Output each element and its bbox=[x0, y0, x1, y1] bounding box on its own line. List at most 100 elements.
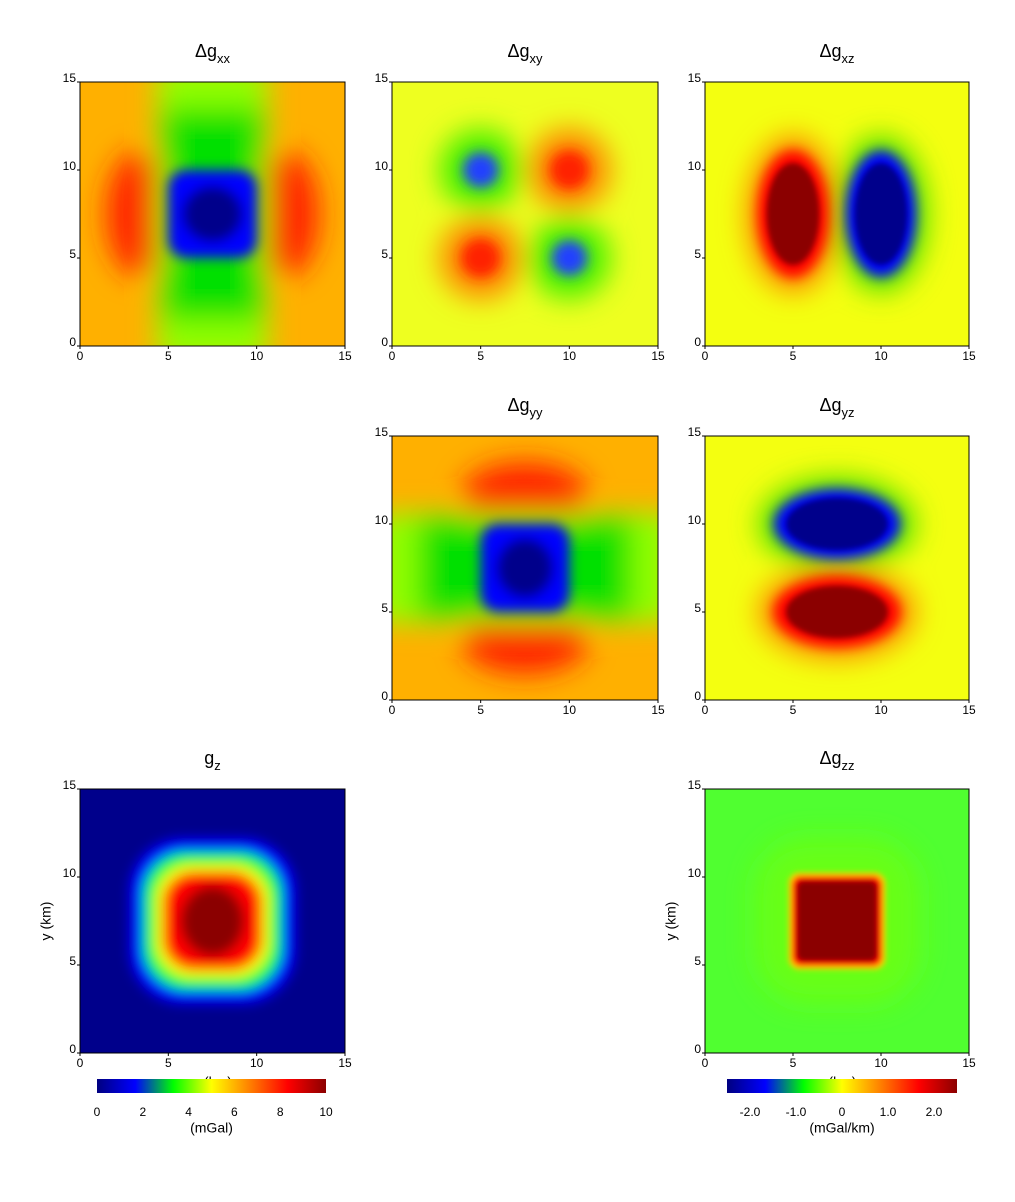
x-tick-label: 5 bbox=[165, 349, 172, 363]
y-tick-label: 0 bbox=[694, 1042, 701, 1056]
x-tick-label: 15 bbox=[651, 703, 665, 717]
x-tick-label: 5 bbox=[165, 1056, 172, 1070]
plot-frame bbox=[704, 435, 970, 701]
colorbar bbox=[727, 1079, 957, 1093]
y-tick-label: 5 bbox=[381, 247, 388, 261]
y-tick-label: 0 bbox=[69, 335, 76, 349]
colorbar-tick-label: 0 bbox=[839, 1105, 846, 1119]
plot-frame bbox=[704, 81, 970, 347]
colorbar-tick-label: 2.0 bbox=[926, 1105, 943, 1119]
colorbar bbox=[97, 1079, 326, 1093]
heatmap-image bbox=[392, 436, 658, 700]
heatmap-image bbox=[80, 82, 345, 346]
y-tick-label: 10 bbox=[375, 513, 389, 527]
chart-title: gz bbox=[204, 748, 221, 773]
heatmap-image bbox=[705, 82, 969, 346]
y-tick-label: 10 bbox=[63, 159, 77, 173]
colorbar-tick-label: 1.0 bbox=[880, 1105, 897, 1119]
title-subscript: zz bbox=[842, 758, 855, 773]
x-tick-label: 0 bbox=[702, 1056, 709, 1070]
x-tick-label: 0 bbox=[702, 349, 709, 363]
y-tick-label: 10 bbox=[688, 866, 702, 880]
title-subscript: z bbox=[214, 758, 221, 773]
x-tick-label: 5 bbox=[790, 1056, 797, 1070]
y-tick-label: 0 bbox=[694, 335, 701, 349]
title-subscript: xy bbox=[530, 51, 544, 66]
chart-title: Δgxx bbox=[195, 41, 231, 66]
plot-frame bbox=[391, 435, 659, 701]
y-tick-label: 0 bbox=[694, 689, 701, 703]
x-tick-label: 5 bbox=[790, 703, 797, 717]
x-tick-label: 0 bbox=[389, 349, 396, 363]
y-tick-label: 0 bbox=[381, 689, 388, 703]
y-tick-label: 5 bbox=[694, 247, 701, 261]
x-tick-label: 0 bbox=[702, 703, 709, 717]
x-tick-label: 10 bbox=[250, 349, 264, 363]
colorbar-tick-label: 4 bbox=[185, 1105, 192, 1119]
y-tick-label: 10 bbox=[688, 513, 702, 527]
colorbar-tick-label: 6 bbox=[231, 1105, 238, 1119]
y-tick-label: 5 bbox=[69, 954, 76, 968]
colorbar-tick-label: -2.0 bbox=[740, 1105, 761, 1119]
y-tick-label: 5 bbox=[694, 954, 701, 968]
title-main: Δg bbox=[507, 395, 529, 415]
x-tick-label: 10 bbox=[563, 349, 577, 363]
chart-title: Δgyy bbox=[507, 395, 543, 420]
y-tick-label: 10 bbox=[375, 159, 389, 173]
title-main: Δg bbox=[507, 41, 529, 61]
plot-frame bbox=[79, 788, 346, 1054]
x-tick-label: 5 bbox=[790, 349, 797, 363]
y-axis-label: y (km) bbox=[38, 902, 54, 941]
y-tick-label: 15 bbox=[375, 71, 389, 85]
y-tick-label: 0 bbox=[381, 335, 388, 349]
title-subscript: xx bbox=[217, 51, 231, 66]
title-main: Δg bbox=[819, 748, 841, 768]
y-tick-label: 15 bbox=[375, 425, 389, 439]
x-tick-label: 15 bbox=[962, 1056, 976, 1070]
y-tick-label: 15 bbox=[688, 71, 702, 85]
x-tick-label: 15 bbox=[651, 349, 665, 363]
heatmap-image bbox=[705, 789, 969, 1053]
y-tick-label: 5 bbox=[381, 601, 388, 615]
chart-title: Δgxz bbox=[819, 41, 854, 66]
colorbar-label: (mGal) bbox=[190, 1120, 233, 1136]
y-tick-label: 10 bbox=[63, 866, 77, 880]
y-tick-label: 5 bbox=[694, 601, 701, 615]
x-tick-label: 15 bbox=[338, 1056, 352, 1070]
y-axis-label: y (km) bbox=[663, 902, 679, 941]
x-tick-label: 10 bbox=[874, 1056, 888, 1070]
x-tick-label: 10 bbox=[250, 1056, 264, 1070]
title-subscript: yz bbox=[842, 405, 855, 420]
y-tick-label: 10 bbox=[688, 159, 702, 173]
colorbar-tick-label: 2 bbox=[139, 1105, 146, 1119]
x-tick-label: 10 bbox=[563, 703, 577, 717]
x-tick-label: 0 bbox=[389, 703, 396, 717]
title-main: Δg bbox=[819, 41, 841, 61]
x-tick-label: 5 bbox=[477, 703, 484, 717]
chart-title: Δgzz bbox=[819, 748, 854, 773]
y-tick-label: 15 bbox=[63, 778, 77, 792]
plot-frame bbox=[391, 81, 659, 347]
x-tick-label: 0 bbox=[77, 349, 84, 363]
x-tick-label: 15 bbox=[338, 349, 352, 363]
x-tick-label: 15 bbox=[962, 703, 976, 717]
plot-frame bbox=[704, 788, 970, 1054]
title-main: g bbox=[204, 748, 214, 768]
y-tick-label: 5 bbox=[69, 247, 76, 261]
y-tick-label: 15 bbox=[688, 425, 702, 439]
y-tick-label: 15 bbox=[63, 71, 77, 85]
x-tick-label: 5 bbox=[477, 349, 484, 363]
colorbar-tick-label: 10 bbox=[319, 1105, 333, 1119]
heatmap-image bbox=[705, 436, 969, 700]
y-tick-label: 15 bbox=[688, 778, 702, 792]
title-main: Δg bbox=[819, 395, 841, 415]
colorbar-tick-label: -1.0 bbox=[786, 1105, 807, 1119]
title-subscript: yy bbox=[530, 405, 544, 420]
x-tick-label: 10 bbox=[874, 349, 888, 363]
heatmap-image bbox=[392, 82, 658, 346]
plot-frame bbox=[79, 81, 346, 347]
chart-title: Δgyz bbox=[819, 395, 854, 420]
chart-title: Δgxy bbox=[507, 41, 543, 66]
x-tick-label: 15 bbox=[962, 349, 976, 363]
